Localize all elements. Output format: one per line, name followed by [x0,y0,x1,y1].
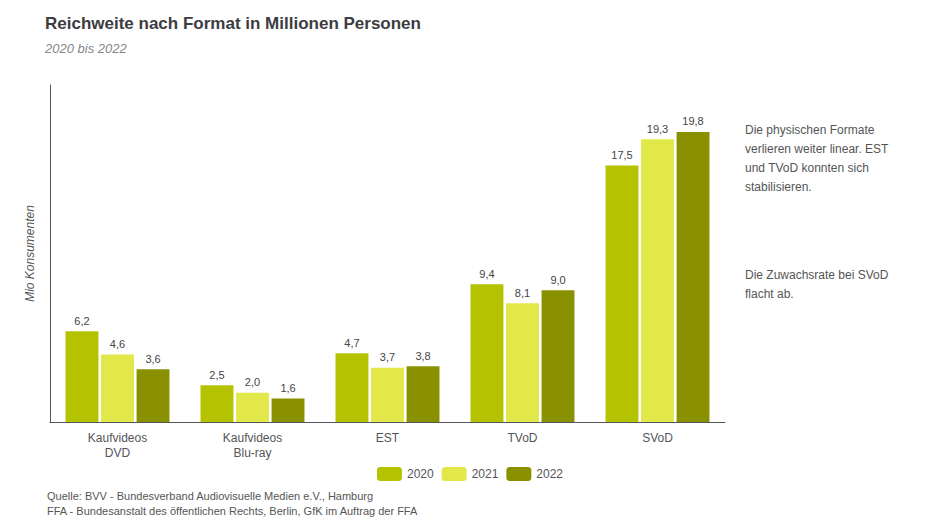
svg-text:Quelle: BVV - Bundesverband Au: Quelle: BVV - Bundesverband Audiovisuell… [47,490,373,502]
svg-text:8,1: 8,1 [515,287,530,299]
svg-text:4,6: 4,6 [110,338,125,350]
svg-text:Mio Konsumenten: Mio Konsumenten [23,205,37,302]
svg-text:verlieren weiter linear. EST: verlieren weiter linear. EST [745,142,889,156]
svg-text:Kaufvideos: Kaufvideos [88,431,147,445]
svg-text:19,3: 19,3 [647,123,668,135]
svg-text:SVoD: SVoD [642,431,673,445]
svg-text:FFA - Bundesanstalt des öffent: FFA - Bundesanstalt des öffentlichen Rec… [47,505,418,517]
svg-text:Die Zuwachsrate bei SVoD: Die Zuwachsrate bei SVoD [745,268,889,282]
svg-text:17,5: 17,5 [611,149,632,161]
svg-text:3,8: 3,8 [415,350,430,362]
svg-text:Kaufvideos: Kaufvideos [223,431,282,445]
svg-text:9,4: 9,4 [479,268,494,280]
svg-text:4,7: 4,7 [344,337,359,349]
svg-text:9,0: 9,0 [550,274,565,286]
svg-text:stabilisieren.: stabilisieren. [745,180,812,194]
svg-text:6,2: 6,2 [74,315,89,327]
svg-text:Reichweite nach Format in Mill: Reichweite nach Format in Millionen Pers… [45,14,421,33]
svg-text:2020: 2020 [407,467,434,481]
svg-text:1,6: 1,6 [280,382,295,394]
svg-text:TVoD: TVoD [507,431,537,445]
svg-text:flacht ab.: flacht ab. [745,287,794,301]
svg-text:EST: EST [376,431,400,445]
svg-text:und TVoD konnten sich: und TVoD konnten sich [745,161,869,175]
svg-text:2,0: 2,0 [245,376,260,388]
svg-text:19,8: 19,8 [682,115,703,127]
svg-text:3,6: 3,6 [145,353,160,365]
svg-text:3,7: 3,7 [380,351,395,363]
svg-text:2,5: 2,5 [209,369,224,381]
svg-text:DVD: DVD [105,446,131,460]
svg-text:2022: 2022 [536,467,563,481]
svg-text:Blu-ray: Blu-ray [233,446,271,460]
svg-text:2020 bis 2022: 2020 bis 2022 [44,41,127,56]
svg-text:Die physischen Formate: Die physischen Formate [745,123,875,137]
svg-text:2021: 2021 [472,467,499,481]
